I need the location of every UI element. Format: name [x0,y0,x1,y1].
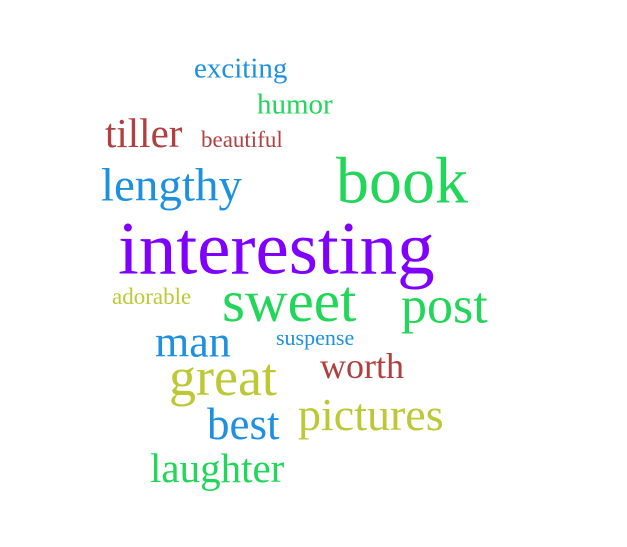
word-suspense: suspense [276,324,355,350]
word-sweet: sweet [222,267,357,334]
word-pictures: pictures [298,389,444,441]
word-book: book [336,144,468,218]
word-laughter: laughter [150,445,285,492]
word-tiller: tiller [105,110,183,157]
word-great: great [169,346,277,407]
word-man: man [155,317,231,367]
word-adorable: adorable [112,284,192,310]
word-best: best [207,398,280,449]
word-lengthy: lengthy [101,159,242,212]
word-beautiful: beautiful [201,127,283,153]
word-interesting: interesting [118,207,435,291]
word-post: post [401,277,488,335]
word-worth: worth [320,345,404,386]
word-humor: humor [257,88,333,121]
word-exciting: exciting [194,52,288,85]
